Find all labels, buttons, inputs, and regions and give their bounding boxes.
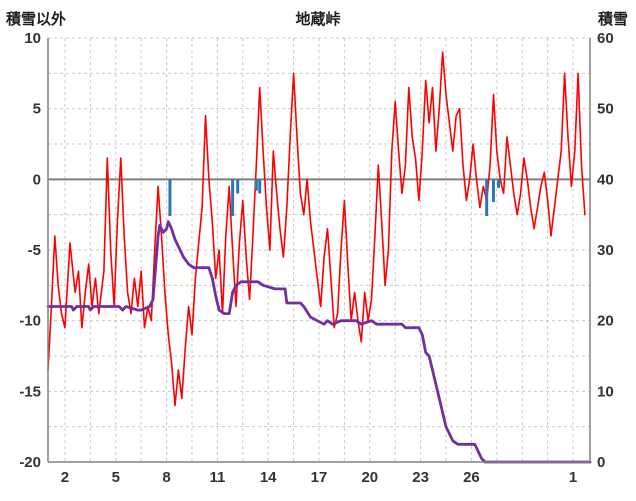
series-red_line (47, 51, 586, 407)
chart-title: 地蔵峠 (295, 11, 341, 28)
left-tick-label: -20 (19, 454, 41, 471)
x-tick-label: 2 (61, 469, 69, 486)
right-tick-label: 10 (597, 383, 614, 400)
left-tick-label: 5 (33, 101, 41, 118)
right-axis-title: 積雪 (597, 11, 628, 28)
left-tick-label: -15 (19, 383, 41, 400)
series-purple_line (46, 220, 592, 464)
series-blue_bars (168, 179, 501, 217)
right-tick-label: 20 (597, 313, 614, 330)
right-tick-label: 50 (597, 101, 614, 118)
left-tick-label: -10 (19, 313, 41, 330)
right-tick-label: 30 (597, 242, 614, 259)
y-gridlines (48, 37, 590, 428)
x-tick-label: 5 (112, 469, 120, 486)
x-tick-label: 8 (162, 469, 170, 486)
left-tick-label: 0 (33, 171, 41, 188)
x-tick-label: 14 (260, 469, 277, 486)
x-tick-label: 20 (361, 469, 378, 486)
axis-frame (47, 38, 591, 463)
x-tick-label: 26 (463, 469, 480, 486)
x-tick-label: 17 (311, 469, 328, 486)
right-axis-ticks: 60 50 40 30 20 10 0 (597, 30, 614, 471)
left-axis-ticks: 10 5 0 -5 -10 -15 -20 (19, 30, 41, 471)
left-tick-label: -5 (28, 242, 41, 259)
right-tick-label: 0 (597, 454, 605, 471)
x-tick-label: 23 (412, 469, 429, 486)
x-tick-label: 1 (569, 469, 577, 486)
left-axis-title: 積雪以外 (6, 11, 67, 28)
x-axis-ticks: 2 5 8 11 14 17 20 23 26 1 (61, 469, 577, 486)
right-tick-label: 60 (597, 30, 614, 47)
right-tick-label: 40 (597, 171, 614, 188)
left-tick-label: 10 (24, 30, 41, 47)
x-tick-label: 11 (209, 469, 225, 486)
